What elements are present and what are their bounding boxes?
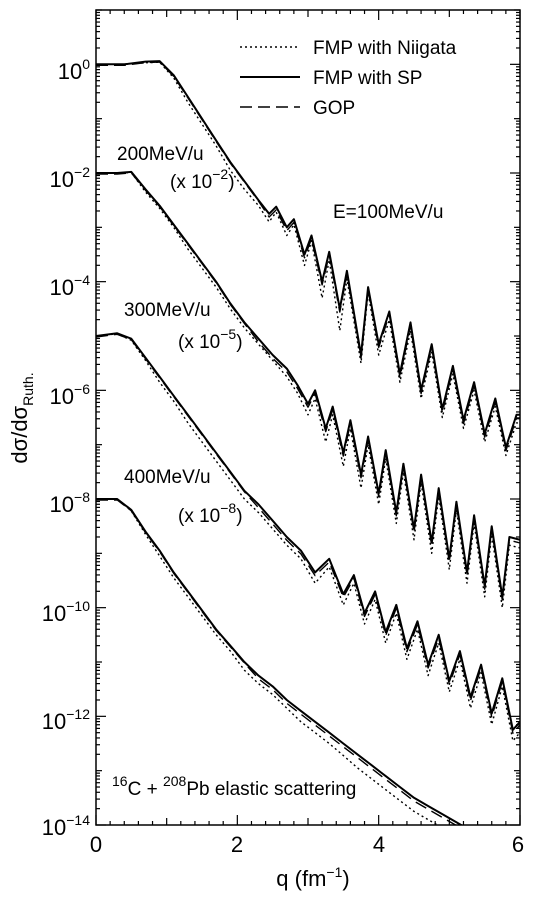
y-tick-label: 10−2 — [50, 164, 91, 192]
y-tick-label: 10−4 — [50, 272, 91, 300]
energy-label-400: 400MeV/u — [124, 467, 211, 488]
curve-0-fmp-niigata-line — [96, 61, 520, 457]
legend-label: GOP — [313, 98, 355, 119]
x-tick-labels: 0 2 4 6 — [90, 832, 524, 857]
energy-label-300: 300MeV/u — [124, 300, 211, 321]
x-tick-label: 0 — [90, 832, 102, 857]
energy-label-100: E=100MeV/u — [333, 202, 443, 223]
annotations: E=100MeV/u 200MeV/u (x 10−2) 300MeV/u (x… — [112, 144, 443, 800]
y-tick-label: 10−6 — [50, 381, 91, 409]
legend-label: FMP with SP — [313, 68, 422, 89]
x-tick-label: 4 — [373, 832, 385, 857]
y-tick-label: 10−12 — [42, 706, 90, 734]
legend-label: FMP with Niigata — [313, 38, 457, 59]
plot-frame — [95, 9, 521, 826]
curve-2-fmp-niigata-line — [96, 333, 520, 742]
y-tick-label: 10−14 — [42, 812, 90, 840]
curve-1-fmp-sp-line — [96, 170, 520, 598]
y-tick-labels: 100 10−2 10−4 10−6 10−8 10−10 10−12 10−1… — [42, 56, 90, 840]
curve-0-fmp-sp-line — [96, 60, 520, 449]
curve-3-fmp-sp-line — [96, 498, 464, 825]
y-tick-label: 10−8 — [50, 489, 91, 517]
curve-2-fmp-sp-line — [96, 332, 520, 731]
x-tick-label: 6 — [512, 832, 524, 857]
reaction-label: 16C + 208Pb elastic scattering — [112, 773, 356, 800]
scale-factor-400: (x 10−8) — [178, 500, 243, 527]
curve-3-fmp-niigata-line — [96, 498, 439, 825]
ticks-layer — [95, 9, 521, 826]
y-axis-title: dσ/dσRuth. — [7, 372, 36, 463]
legend: FMP with Niigata FMP with SP GOP — [240, 38, 457, 119]
curve-3-gop-line — [96, 499, 457, 825]
y-tick-label: 10−10 — [42, 598, 90, 626]
scale-factor-300: (x 10−5) — [178, 326, 243, 353]
scale-factor-200: (x 10−2) — [170, 166, 235, 193]
x-tick-label: 2 — [231, 832, 243, 857]
energy-label-200: 200MeV/u — [117, 144, 204, 165]
curves-layer — [96, 60, 520, 825]
y-tick-label: 100 — [58, 56, 90, 84]
x-axis-title: q (fm−1) — [276, 864, 349, 891]
